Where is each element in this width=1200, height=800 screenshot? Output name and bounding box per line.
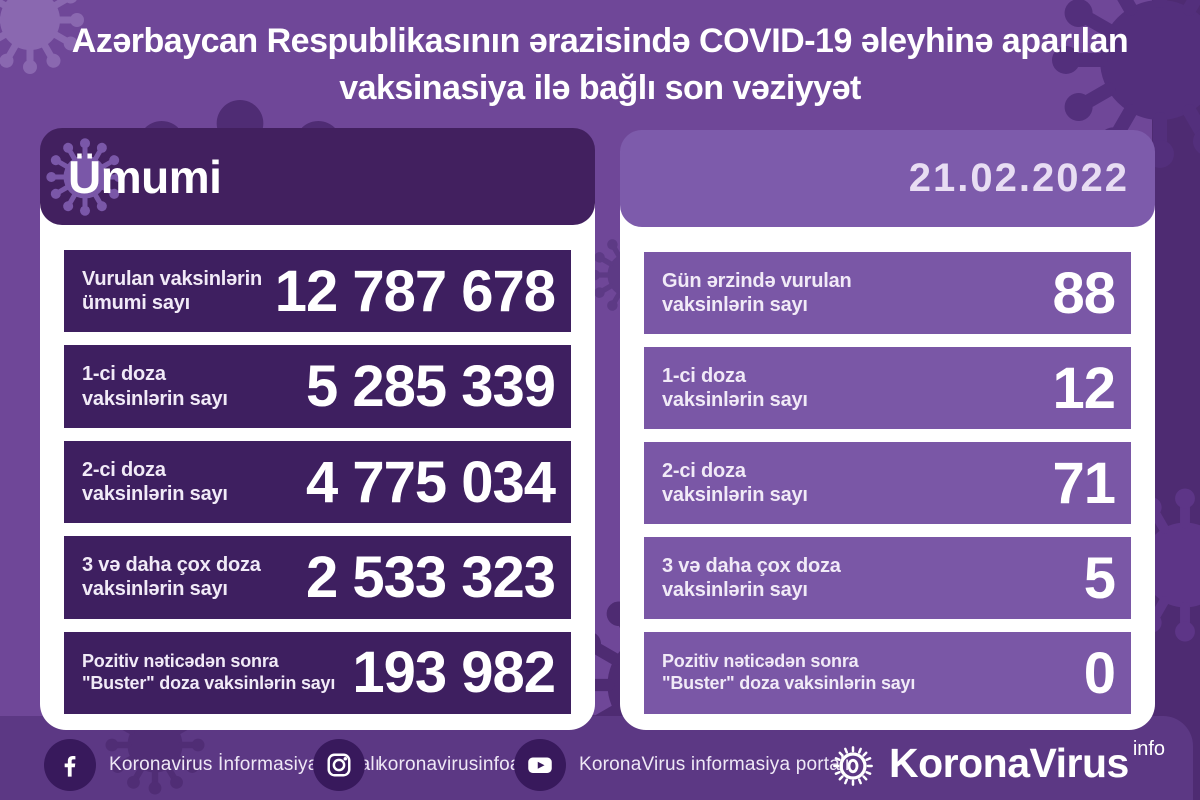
stat-value: 5 285 339 [305,354,556,420]
stat-label: Vurulan vaksinlərin ümumi sayı [82,267,262,315]
daily-stats-card: 21.02.2022 Gün ərzində vurulan vaksinlər… [620,130,1155,730]
date-label: 21.02.2022 [908,156,1129,200]
stat-row: Pozitiv nəticədən sonra "Buster" doza va… [64,631,571,715]
stat-label: Gün ərzində vurulan vaksinlərin sayı [662,269,852,316]
stat-value: 88 [1052,260,1116,326]
stat-row: Pozitiv nəticədən sonra "Buster" doza va… [644,632,1131,714]
stat-value: 12 787 678 [274,258,556,324]
stat-label: 1-ci doza vaksinlərin sayı [82,363,228,410]
stat-label: 2-ci doza vaksinlərin sayı [662,459,808,506]
stat-row: 3 və daha çox doza vaksinlərin sayı 5 [644,537,1131,619]
stat-row: Vurulan vaksinlərin ümumi sayı 12 787 67… [64,250,571,333]
brand-name: KoronaVirus [889,740,1129,786]
daily-stats-rows: Gün ərzində vurulan vaksinlərin sayı 88 … [644,252,1131,714]
facebook-icon [44,739,96,791]
stat-label: 1-ci doza vaksinlərin sayı [662,364,808,411]
stat-row: 1-ci doza vaksinlərin sayı 5 285 339 [64,345,571,428]
background-strip [1152,0,1200,800]
stat-value: 4 775 034 [305,449,556,515]
page-title: Azərbaycan Respublikasının ərazisində CO… [71,22,1129,107]
stat-label: 2-ci doza vaksinlərin sayı [82,458,228,506]
stat-label: 3 və daha çox doza vaksinlərin sayı [82,554,261,601]
brand-logo: KoronaVirus info [830,738,1166,789]
youtube-icon [514,739,566,791]
stat-value: 2 533 323 [305,544,556,610]
stat-label: Pozitiv nəticədən sonra "Buster" doza va… [82,650,336,693]
brand-superscript: info [1132,738,1166,760]
stat-row: 1-ci doza vaksinlərin sayı 12 [644,347,1131,429]
youtube-label: KoronaVirus informasiya portalı [579,754,850,775]
virus-logo-icon [833,746,873,786]
stat-row: 3 və daha çox doza vaksinlərin sayı 2 53… [64,536,571,619]
stat-label: Pozitiv nəticədən sonra "Buster" doza va… [662,651,916,693]
stat-value: 193 982 [352,640,556,706]
footer: Koronavirus İnformasiya Portalı koronavi… [0,716,1200,800]
stat-row: 2-ci doza vaksinlərin sayı 4 775 034 [64,440,571,524]
daily-card-header: 21.02.2022 [620,130,1155,227]
stat-value: 71 [1052,450,1116,516]
stat-label: 3 və daha çox doza vaksinlərin sayı [662,554,841,601]
total-card-title: Ümumi [68,150,222,203]
total-stats-rows: Vurulan vaksinlərin ümumi sayı 12 787 67… [64,250,571,715]
total-stats-card: Ümumi Vurulan vaksinlərin ümumi sayı 12 … [40,128,595,730]
instagram-icon [313,739,365,791]
instagram-label: koronavirusinfoaz [378,754,531,775]
stat-value: 0 [1083,640,1116,706]
stat-value: 12 [1052,355,1116,421]
stat-value: 5 [1083,545,1116,611]
youtube-link[interactable]: KoronaVirus informasiya portalı [514,739,850,791]
stat-row: Gün ərzində vurulan vaksinlərin sayı 88 [644,252,1131,334]
stat-row: 2-ci doza vaksinlərin sayı 71 [644,442,1131,524]
total-card-header: Ümumi [40,128,595,225]
instagram-link[interactable]: koronavirusinfoaz [313,739,530,791]
